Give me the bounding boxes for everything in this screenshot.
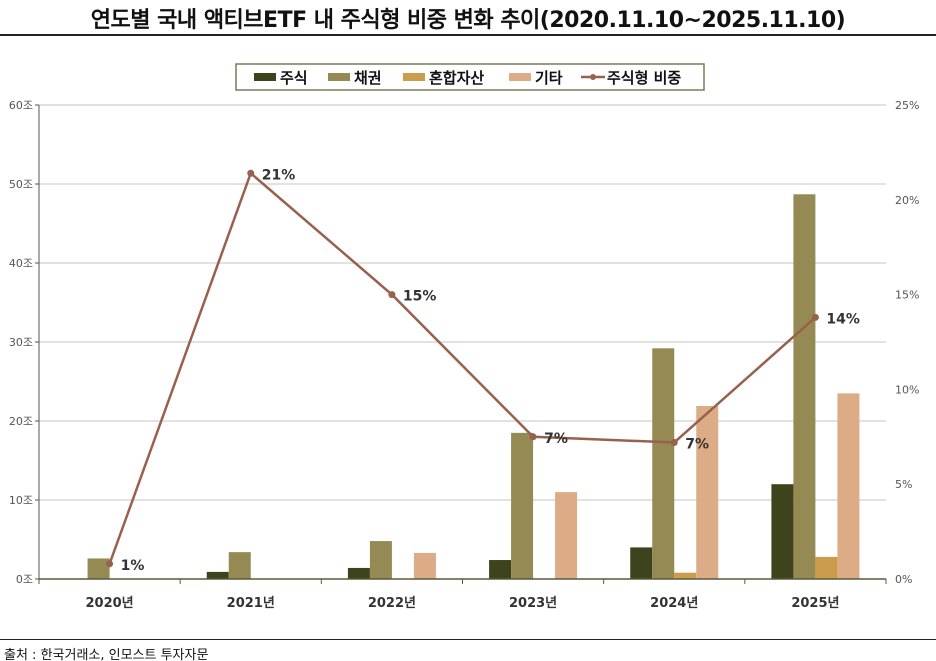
data-label: 14%: [826, 311, 860, 327]
data-label: 1%: [121, 558, 145, 574]
line-point: [247, 169, 255, 177]
bar-채권-2024년: [652, 348, 675, 579]
right-axis-tick-label: 0%: [895, 573, 912, 586]
data-label: 7%: [544, 431, 568, 447]
line-point: [670, 438, 678, 446]
line-point: [388, 291, 396, 299]
source-note: 출처 : 한국거래소, 인모스트 투자자문: [4, 648, 209, 661]
legend-box: [235, 63, 705, 91]
bar-주식-2025년: [771, 484, 794, 579]
left-axis-tick-label: 50조: [9, 178, 33, 191]
x-axis-label: 2020년: [86, 596, 134, 611]
line-point: [811, 313, 819, 321]
legend-label: 기타: [535, 69, 563, 87]
x-axis-label: 2022년: [368, 596, 416, 611]
bar-주식-2023년: [489, 560, 512, 579]
chart-title: 연도별 국내 액티브ETF 내 주식형 비중 변화 추이(2020.11.10~…: [90, 8, 846, 33]
legend-label: 채권: [354, 69, 382, 87]
line-series-주식형 비중: [108, 171, 817, 565]
right-axis-tick-label: 20%: [895, 194, 919, 207]
right-axis-tick-label: 25%: [895, 99, 919, 112]
bar-채권-2021년: [228, 552, 251, 579]
x-axis-label: 2025년: [791, 596, 839, 611]
left-axis-tick-label: 40조: [9, 257, 33, 270]
right-axis-tick-label: 10%: [895, 383, 919, 396]
data-label: 15%: [403, 289, 437, 305]
bar-기타-2023년: [555, 492, 578, 579]
legend-label: 주식: [280, 69, 308, 87]
bar-채권-2023년: [511, 432, 534, 579]
bar-채권-2025년: [793, 194, 816, 579]
title-divider: [0, 34, 936, 36]
data-label: 21%: [262, 167, 296, 183]
left-axis-tick-label: 60조: [9, 99, 33, 112]
bar-기타-2022년: [413, 552, 436, 579]
legend-swatch: [509, 73, 531, 81]
bar-주식-2021년: [206, 571, 229, 579]
legend-label: 주식형 비중: [607, 69, 681, 87]
right-axis-tick-label: 15%: [895, 289, 919, 302]
left-axis-tick-label: 20조: [9, 415, 33, 428]
left-axis-tick-label: 0조: [16, 573, 33, 586]
bar-채권-2022년: [369, 541, 392, 579]
legend-marker: [590, 74, 596, 80]
data-label: 7%: [685, 436, 709, 452]
left-axis-tick-label: 10조: [9, 494, 33, 507]
left-axis-tick-label: 30조: [9, 336, 33, 349]
bar-혼합자산-2025년: [815, 556, 838, 579]
source-divider: [0, 639, 936, 640]
legend-swatch: [328, 73, 350, 81]
bar-기타-2025년: [837, 393, 860, 579]
legend-swatch: [403, 73, 425, 81]
line-point: [106, 560, 114, 568]
bar-혼합자산-2024년: [674, 572, 697, 579]
bar-기타-2024년: [696, 405, 719, 579]
x-axis-label: 2023년: [509, 596, 557, 611]
legend-label: 혼합자산: [429, 69, 484, 87]
right-axis-tick-label: 5%: [895, 478, 912, 491]
x-axis-label: 2024년: [650, 596, 698, 611]
legend-swatch: [254, 73, 276, 81]
bar-주식-2024년: [630, 547, 653, 579]
line-point: [529, 433, 537, 441]
x-axis-label: 2021년: [227, 596, 275, 611]
bar-주식-2022년: [347, 567, 370, 579]
bar-채권-2020년: [87, 558, 110, 579]
